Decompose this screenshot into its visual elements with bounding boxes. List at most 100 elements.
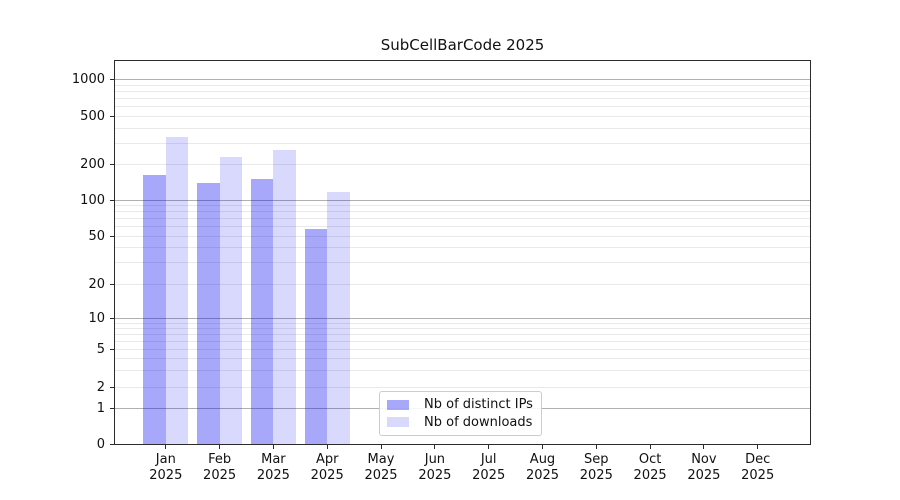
gridline-minor bbox=[115, 164, 810, 165]
y-tick bbox=[110, 199, 114, 201]
gridline-minor bbox=[115, 235, 810, 237]
gridline-minor bbox=[115, 84, 810, 86]
y-tick-label: 500 bbox=[80, 109, 105, 124]
x-tick-label: Jul 2025 bbox=[472, 452, 506, 483]
x-tick bbox=[649, 445, 651, 449]
x-tick-label: Jun 2025 bbox=[418, 452, 452, 483]
y-tick bbox=[110, 235, 114, 237]
x-tick-label: Dec 2025 bbox=[741, 452, 775, 483]
legend: Nb of distinct IPs Nb of downloads bbox=[379, 391, 542, 436]
gridline-major bbox=[115, 199, 810, 201]
x-tick bbox=[757, 445, 759, 449]
gridline-minor bbox=[115, 369, 810, 371]
bar-nb-of-distinct-ips-jan bbox=[143, 175, 166, 445]
y-tick bbox=[110, 116, 114, 117]
gridline-minor bbox=[115, 142, 810, 144]
x-tick-label-year: 2025 bbox=[418, 468, 452, 483]
gridline-minor bbox=[115, 226, 810, 227]
x-tick bbox=[380, 445, 382, 449]
x-tick bbox=[542, 445, 543, 449]
y-tick-label: 200 bbox=[80, 157, 105, 172]
bar-nb-of-downloads-feb bbox=[219, 157, 243, 445]
y-tick-label: 1 bbox=[96, 400, 105, 416]
x-tick-label: Mar 2025 bbox=[256, 452, 290, 483]
x-tick bbox=[703, 445, 705, 449]
y-tick bbox=[110, 444, 114, 445]
x-tick bbox=[434, 445, 436, 449]
y-tick-label: 2 bbox=[96, 379, 105, 395]
gridline-minor bbox=[115, 348, 810, 350]
x-tick bbox=[326, 445, 328, 449]
bar-nb-of-downloads-jan bbox=[165, 136, 189, 445]
y-tick-label: 100 bbox=[80, 192, 105, 208]
bar-nb-of-distinct-ips-mar bbox=[250, 178, 274, 445]
x-tick-label: Apr 2025 bbox=[310, 452, 344, 483]
y-tick bbox=[110, 283, 114, 285]
gridline-minor bbox=[115, 218, 810, 219]
gridline-minor bbox=[115, 106, 810, 108]
y-tick-label: 10 bbox=[88, 311, 105, 326]
x-tick-label: May 2025 bbox=[364, 452, 398, 483]
legend-swatch-distinct-ips bbox=[387, 399, 409, 410]
y-tick bbox=[110, 386, 114, 388]
x-tick-label-year: 2025 bbox=[525, 468, 560, 483]
bar-nb-of-downloads-apr bbox=[327, 191, 350, 445]
gridline-minor bbox=[115, 386, 810, 388]
x-tick-label: Jan 2025 bbox=[149, 452, 183, 483]
x-tick-label-year: 2025 bbox=[310, 468, 344, 483]
x-tick bbox=[488, 445, 490, 449]
gridline-minor bbox=[115, 357, 810, 359]
x-tick-label-year: 2025 bbox=[256, 468, 290, 483]
x-tick bbox=[272, 445, 274, 449]
y-tick bbox=[110, 79, 114, 80]
x-tick bbox=[595, 445, 597, 449]
y-tick bbox=[110, 164, 114, 165]
gridline-minor bbox=[115, 98, 810, 99]
x-tick-label-year: 2025 bbox=[472, 468, 506, 483]
y-tick-label: 5 bbox=[96, 341, 105, 357]
y-tick-label: 1000 bbox=[71, 72, 105, 87]
y-tick bbox=[110, 318, 114, 319]
gridline-minor bbox=[115, 127, 810, 129]
gridline-minor bbox=[115, 327, 810, 329]
bar-nb-of-distinct-ips-apr bbox=[304, 229, 328, 445]
gridline-minor bbox=[115, 322, 810, 324]
bar-nb-of-downloads-mar bbox=[273, 150, 296, 445]
gridline-major bbox=[115, 318, 810, 319]
gridline-minor bbox=[115, 262, 810, 264]
x-tick bbox=[165, 445, 167, 449]
gridline-minor bbox=[115, 283, 810, 285]
gridline-minor bbox=[115, 211, 810, 213]
legend-item-distinct-ips: Nb of distinct IPs bbox=[387, 398, 534, 411]
gridline-minor bbox=[115, 247, 810, 249]
y-tick bbox=[110, 348, 114, 350]
x-tick-label-year: 2025 bbox=[741, 468, 775, 483]
x-tick-label: Aug 2025 bbox=[525, 452, 560, 483]
gridline-minor bbox=[115, 333, 810, 335]
x-tick-label-year: 2025 bbox=[203, 468, 237, 483]
legend-label-distinct-ips: Nb of distinct IPs bbox=[424, 397, 533, 413]
gridline-minor bbox=[115, 90, 810, 92]
x-tick-label: Sep 2025 bbox=[579, 452, 613, 483]
y-tick bbox=[110, 407, 114, 409]
gridline-minor bbox=[115, 205, 810, 206]
x-tick-label-year: 2025 bbox=[687, 468, 721, 483]
x-tick-label-year: 2025 bbox=[579, 468, 613, 483]
legend-swatch-downloads bbox=[387, 417, 409, 428]
gridline-minor bbox=[115, 116, 810, 117]
x-tick-label: Nov 2025 bbox=[687, 452, 721, 483]
x-tick-label-year: 2025 bbox=[364, 468, 398, 483]
x-tick bbox=[219, 445, 221, 449]
x-tick-label: Feb 2025 bbox=[203, 452, 237, 483]
chart-title: SubCellBarCode 2025 bbox=[380, 36, 545, 54]
x-tick-label: Oct 2025 bbox=[633, 452, 667, 483]
gridline-minor bbox=[115, 340, 810, 342]
x-tick-label-year: 2025 bbox=[149, 468, 183, 483]
x-tick-label-year: 2025 bbox=[633, 468, 667, 483]
legend-item-downloads: Nb of downloads bbox=[387, 416, 534, 429]
gridline-major bbox=[115, 79, 810, 80]
y-tick-label: 20 bbox=[88, 276, 105, 292]
y-tick-label: 50 bbox=[88, 228, 105, 244]
